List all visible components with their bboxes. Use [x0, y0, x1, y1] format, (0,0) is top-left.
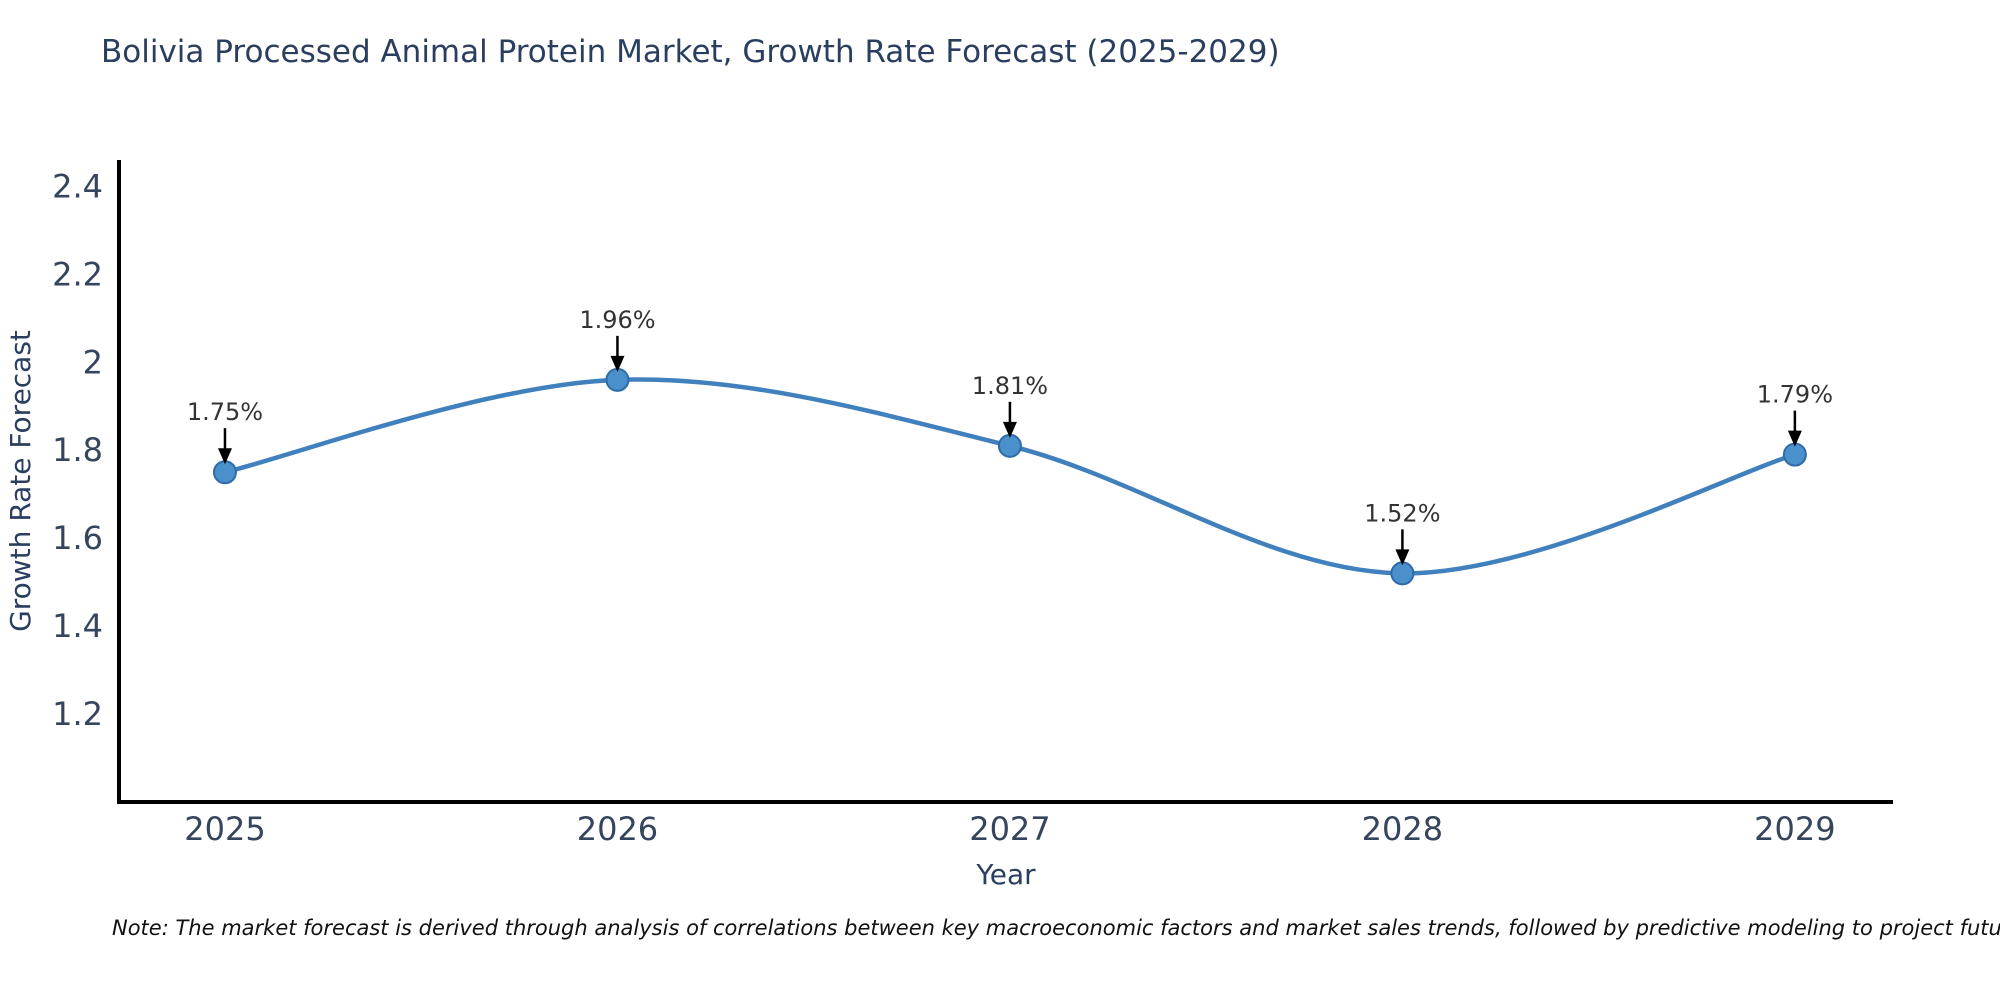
- y-tick-label: 2.4: [52, 167, 103, 205]
- footnote: Note: The market forecast is derived thr…: [112, 916, 2000, 940]
- data-point-marker: [997, 433, 1022, 458]
- x-axis-title: Year: [975, 858, 1036, 891]
- x-tick-label: 2025: [184, 810, 265, 848]
- annotation-arrow-head: [610, 355, 625, 372]
- y-tick-label: 2: [83, 343, 103, 381]
- point-annotation-label: 1.96%: [579, 306, 655, 334]
- y-tick-label: 1.4: [52, 607, 103, 645]
- point-annotation-label: 1.52%: [1364, 499, 1440, 527]
- annotation-arrow-head: [1395, 549, 1410, 566]
- y-tick-label: 1.8: [52, 431, 103, 469]
- y-tick-label: 1.2: [52, 695, 103, 733]
- annotation-arrow-head: [1002, 421, 1017, 438]
- x-tick-label: 2026: [577, 810, 658, 848]
- annotation-arrow-head: [217, 448, 232, 465]
- chart-title: Bolivia Processed Animal Protein Market,…: [101, 34, 1280, 70]
- x-tick-label: 2028: [1362, 810, 1443, 848]
- data-point-marker: [212, 460, 237, 485]
- point-annotation-label: 1.75%: [187, 398, 263, 426]
- point-annotation-label: 1.81%: [972, 372, 1048, 400]
- y-tick-label: 1.6: [52, 519, 103, 557]
- data-point-marker: [1782, 442, 1807, 467]
- data-point-marker: [1390, 561, 1415, 586]
- x-tick-label: 2027: [969, 810, 1050, 848]
- y-axis-title: Growth Rate Forecast: [4, 330, 37, 632]
- data-point-marker: [605, 367, 630, 392]
- y-tick-label: 2.2: [52, 255, 103, 293]
- x-tick-label: 2029: [1754, 810, 1835, 848]
- point-annotation-label: 1.79%: [1757, 381, 1833, 409]
- annotation-arrow-head: [1787, 430, 1802, 447]
